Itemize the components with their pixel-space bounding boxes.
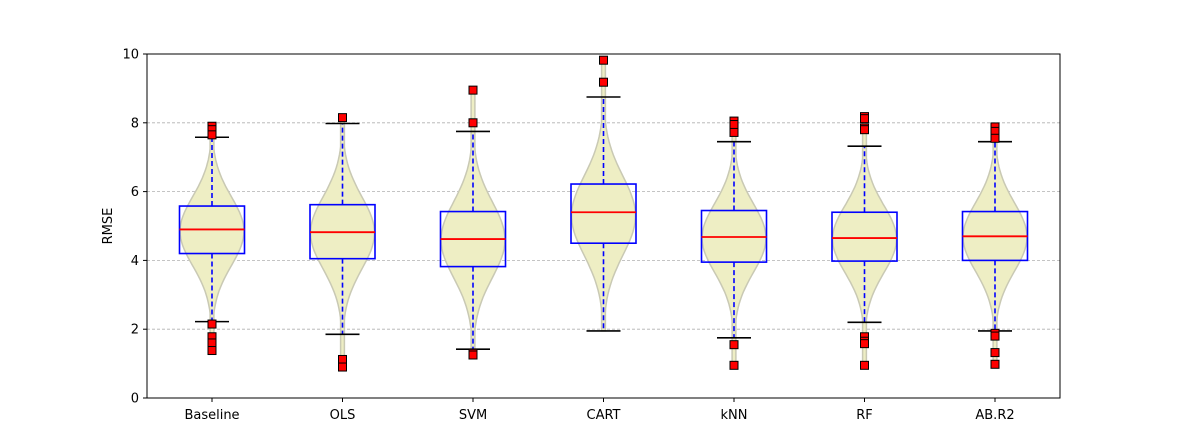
outlier-point <box>599 55 608 65</box>
outlier-point <box>468 350 478 360</box>
outlier-point <box>990 348 1000 358</box>
outlier-point <box>338 354 347 364</box>
violins <box>179 59 1028 368</box>
x-tick-label: CART <box>587 408 621 423</box>
outlier-point <box>468 85 478 95</box>
outlier-point <box>990 331 1000 341</box>
x-tick-label: kNN <box>721 408 748 423</box>
y-tick-label: 8 <box>131 116 139 131</box>
outlier-point <box>207 338 217 348</box>
axes: 0 2 4 6 8 10 Baseline OLS SVM CART kNN RF AB.R2 <box>122 48 1014 424</box>
outlier-point <box>729 360 739 370</box>
outlier-point <box>599 77 608 87</box>
violin-baseline <box>179 125 245 352</box>
y-tick-label: 4 <box>131 254 139 269</box>
x-tick-label: Baseline <box>184 408 239 423</box>
outlier-point <box>729 127 739 137</box>
x-tick-label: RF <box>856 408 873 423</box>
outlier-point <box>338 113 347 123</box>
box-cart <box>570 183 637 244</box>
outlier-point <box>207 130 217 140</box>
y-tick-label: 0 <box>131 392 139 407</box>
boxplots <box>178 96 1029 350</box>
outlier-point <box>729 120 739 130</box>
outlier-point <box>990 359 1000 369</box>
outlier-point <box>338 362 347 372</box>
outlier-point <box>860 114 869 124</box>
y-tick-label: 6 <box>131 185 139 200</box>
outlier-point <box>468 118 478 128</box>
y-tick-label: 10 <box>122 48 139 63</box>
x-tick-label: OLS <box>330 408 356 423</box>
outlier-point <box>860 339 869 349</box>
outlier-point <box>207 319 217 329</box>
outlier-point <box>860 360 869 370</box>
outlier-point <box>207 346 217 356</box>
y-tick-label: 2 <box>131 323 139 338</box>
outlier-point <box>860 125 869 135</box>
outlier-point <box>729 340 739 350</box>
outliers <box>207 55 1000 372</box>
outlier-point <box>990 133 1000 143</box>
x-tick-label: SVM <box>459 408 487 423</box>
y-axis-label: RMSE <box>101 208 116 245</box>
x-tick-label: AB.R2 <box>975 408 1014 423</box>
box-rf <box>831 211 898 262</box>
